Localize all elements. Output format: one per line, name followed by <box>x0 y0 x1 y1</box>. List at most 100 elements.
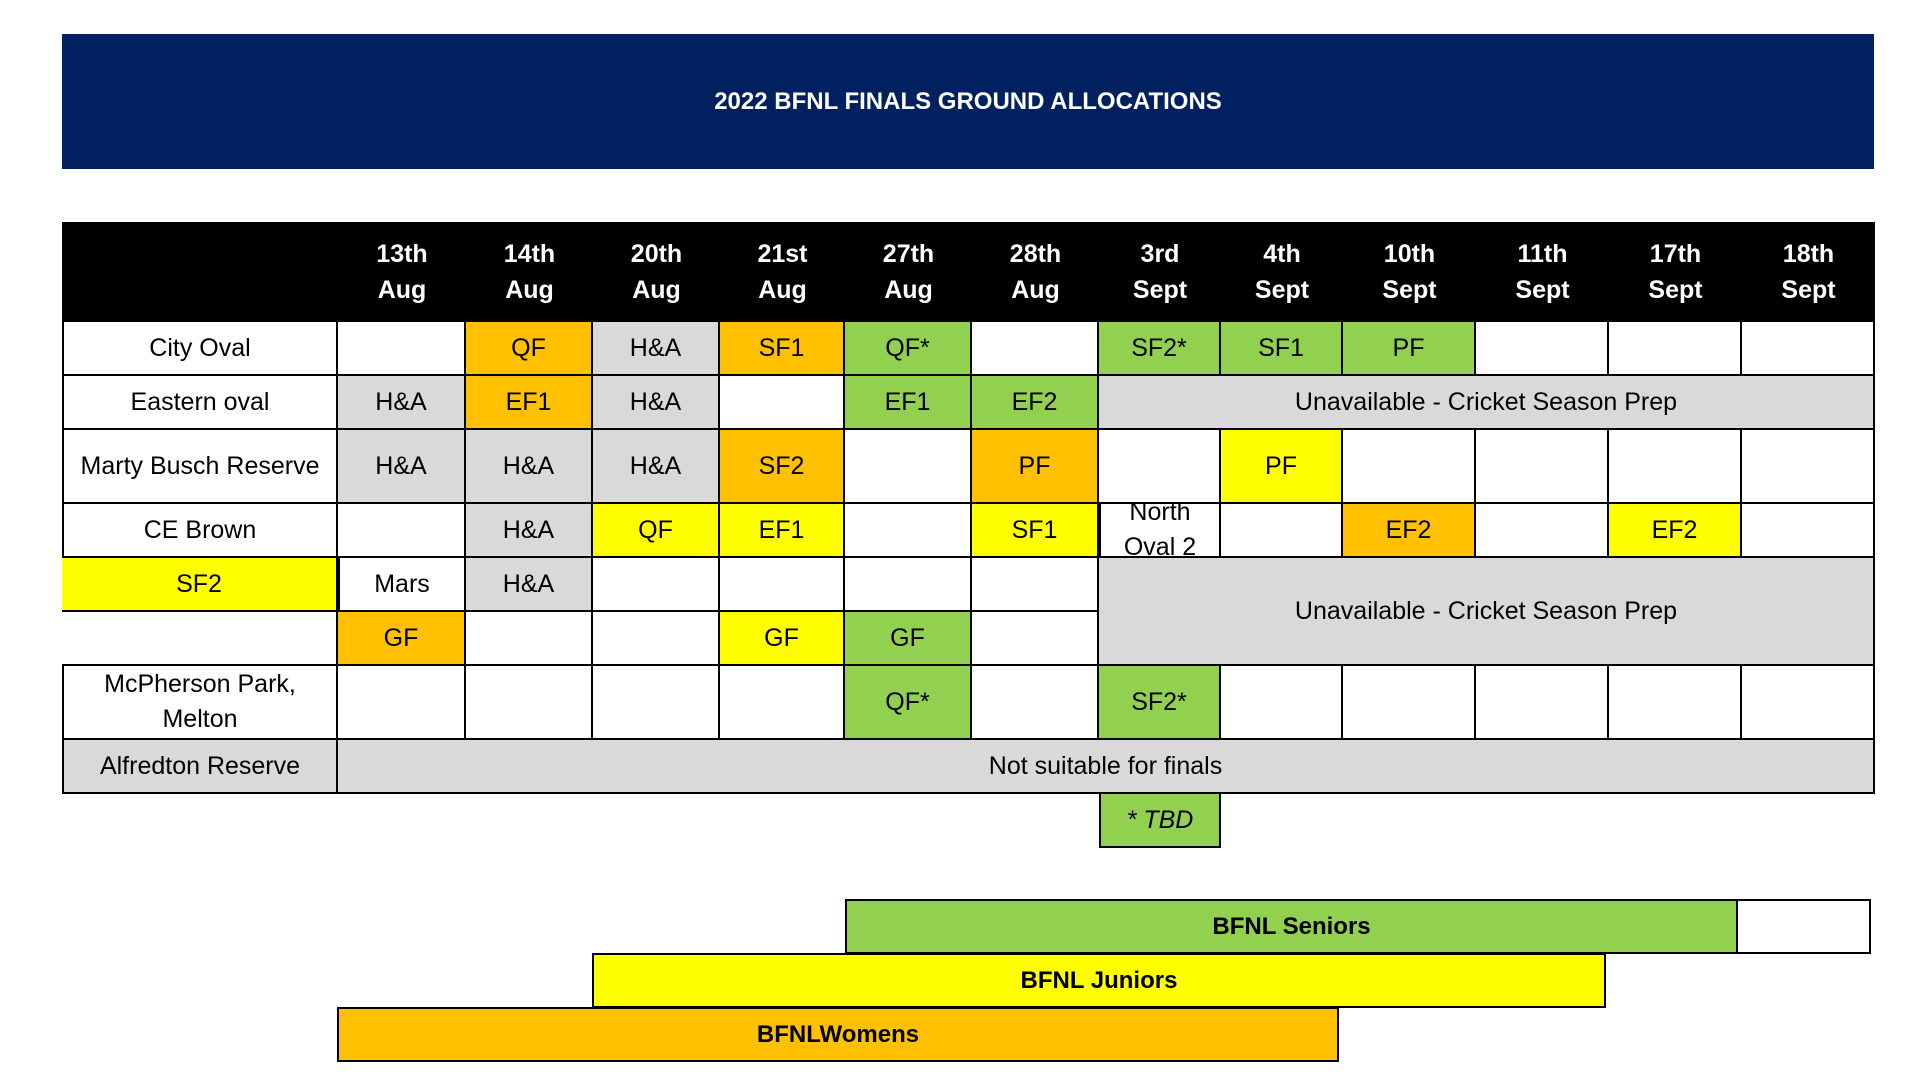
allocation-cell <box>1221 504 1343 558</box>
allocation-cell: H&A <box>338 430 466 504</box>
allocation-cell: EF2 <box>1343 504 1476 558</box>
date-header-4-sept: 4th Sept <box>1221 222 1343 322</box>
allocation-cell: PF <box>1343 322 1476 376</box>
date-header-11-sept: 11th Sept <box>1476 222 1609 322</box>
allocation-cell: EF1 <box>720 504 845 558</box>
allocation-cell: EF2 <box>972 376 1099 430</box>
allocation-cell: QF <box>466 322 593 376</box>
allocation-cell: EF2 <box>1609 504 1742 558</box>
allocation-cell <box>1221 666 1343 740</box>
legend-juniors-label: BFNL Juniors <box>1020 966 1178 994</box>
allocation-cell: H&A <box>338 376 466 430</box>
allocation-cell: GF <box>720 612 845 666</box>
allocation-cell <box>720 558 845 612</box>
allocation-cell <box>466 666 593 740</box>
allocation-cell <box>972 558 1099 612</box>
allocation-cell: H&A <box>466 504 593 558</box>
allocation-cell <box>845 504 972 558</box>
allocation-cell: QF* <box>845 666 972 740</box>
allocation-cell: H&A <box>593 430 720 504</box>
allocation-cell <box>1476 504 1609 558</box>
page-title: 2022 BFNL FINALS GROUND ALLOCATIONS <box>714 87 1222 115</box>
allocation-cell <box>1476 430 1609 504</box>
allocation-cell <box>1476 322 1609 376</box>
allocation-cell <box>338 504 466 558</box>
allocation-cell <box>720 666 845 740</box>
allocation-cell: GF <box>845 612 972 666</box>
allocation-cell: EF1 <box>845 376 972 430</box>
allocation-cell <box>1609 430 1742 504</box>
date-header-28-aug: 28th Aug <box>972 222 1099 322</box>
legend-seniors-label: BFNL Seniors <box>1212 912 1371 940</box>
allocation-cell <box>845 558 972 612</box>
allocation-cell <box>1742 322 1875 376</box>
allocation-cell: H&A <box>593 322 720 376</box>
allocation-cell <box>1742 430 1875 504</box>
date-header-17-sept: 17th Sept <box>1609 222 1742 322</box>
page-title-banner: 2022 BFNL FINALS GROUND ALLOCATIONS <box>62 34 1874 169</box>
allocation-cell: H&A <box>466 558 593 612</box>
allocation-cell <box>720 376 845 430</box>
allocation-cell <box>1343 430 1476 504</box>
allocation-cell: QF <box>593 504 720 558</box>
allocation-cell: SF1 <box>720 322 845 376</box>
allocation-cell: EF1 <box>466 376 593 430</box>
allocation-cell: SF2 <box>62 558 338 612</box>
allocation-cell <box>845 430 972 504</box>
allocation-cell <box>972 666 1099 740</box>
legend-empty-cell <box>1736 899 1871 954</box>
allocation-cell <box>466 612 593 666</box>
allocation-cell <box>593 558 720 612</box>
date-header-21-aug: 21st Aug <box>720 222 845 322</box>
allocation-cell <box>1609 666 1742 740</box>
unavailable-note-eastern-oval: Unavailable - Cricket Season Prep <box>1099 376 1875 430</box>
allocation-cell <box>593 666 720 740</box>
allocation-cell <box>1343 666 1476 740</box>
allocation-cell <box>1099 430 1221 504</box>
allocation-cell <box>593 612 720 666</box>
ground-name-alfredton-reserve: Alfredton Reserve <box>62 740 338 794</box>
date-header-18-sept: 18th Sept <box>1742 222 1875 322</box>
allocation-cell <box>1476 666 1609 740</box>
date-header-14-aug: 14th Aug <box>466 222 593 322</box>
ground-name-mcpherson-park-melton: McPherson Park, Melton <box>62 666 338 740</box>
date-header-13-aug: 13th Aug <box>338 222 466 322</box>
date-header-10-sept: 10th Sept <box>1343 222 1476 322</box>
allocation-cell: SF1 <box>972 504 1099 558</box>
allocation-cell <box>1609 322 1742 376</box>
ground-name-mars: Mars <box>338 558 466 612</box>
allocation-cell <box>62 612 338 666</box>
unavailable-note-ce-brown-north-oval: Unavailable - Cricket Season Prep <box>1099 558 1875 666</box>
allocation-cell: PF <box>1221 430 1343 504</box>
legend-womens-label: BFNLWomens <box>756 1020 920 1048</box>
allocation-cell: SF1 <box>1221 322 1343 376</box>
header-corner <box>62 222 338 322</box>
allocation-cell <box>972 322 1099 376</box>
ground-name-city-oval: City Oval <box>62 322 338 376</box>
date-header-27-aug: 27th Aug <box>845 222 972 322</box>
allocation-cell <box>338 322 466 376</box>
date-header-20-aug: 20th Aug <box>593 222 720 322</box>
allocation-cell: SF2* <box>1099 322 1221 376</box>
allocation-cell: H&A <box>593 376 720 430</box>
legend-juniors: BFNL Juniors <box>592 953 1606 1008</box>
allocation-cell: H&A <box>466 430 593 504</box>
date-header-3-sept: 3rd Sept <box>1099 222 1221 322</box>
allocation-cell <box>972 612 1099 666</box>
not-suitable-note: Not suitable for finals <box>338 740 1875 794</box>
ground-name-eastern-oval: Eastern oval <box>62 376 338 430</box>
allocation-cell <box>1742 666 1875 740</box>
allocation-cell <box>1742 504 1875 558</box>
ground-name-marty-busch-reserve: Marty Busch Reserve <box>62 430 338 504</box>
allocation-cell: PF <box>972 430 1099 504</box>
allocation-cell: SF2 <box>720 430 845 504</box>
ground-name-north-oval-2: North Oval 2 <box>1099 498 1221 561</box>
legend-womens: BFNLWomens <box>337 1007 1339 1062</box>
legend-seniors: BFNL Seniors <box>845 899 1738 954</box>
allocation-cell: QF* <box>845 322 972 376</box>
allocation-cell: SF2* <box>1099 666 1221 740</box>
allocation-table: 13th Aug 14th Aug 20th Aug 21st Aug 27th Aug … <box>62 222 1875 848</box>
ground-name-ce-brown: CE Brown <box>62 504 338 558</box>
allocation-cell <box>338 666 466 740</box>
allocation-cell: GF <box>338 612 466 666</box>
